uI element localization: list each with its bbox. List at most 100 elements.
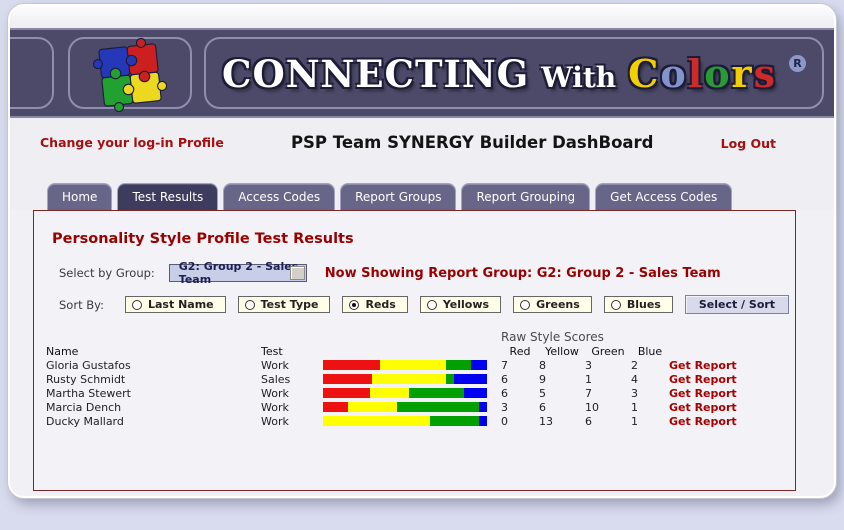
radio-button-icon[interactable] (244, 299, 255, 310)
test-cell: Work (261, 414, 289, 428)
bar-segment-green (408, 388, 464, 398)
bar-segment-green (396, 402, 479, 412)
sort-options-group: Last Name Test Type Reds Yellows Greens … (125, 296, 673, 313)
get-report-link[interactable]: Get Report (669, 400, 737, 414)
group-select-dropdown[interactable]: G2: Group 2 - Sales Team (168, 260, 307, 286)
blue-score-cell: 4 (631, 372, 638, 386)
test-cell: Work (261, 386, 289, 400)
radio-button-icon[interactable] (132, 299, 142, 310)
tab-report-groups[interactable]: Report Groups (340, 183, 457, 210)
now-showing-text: Now Showing Report Group: G2: Group 2 - … (324, 265, 721, 281)
tab-label: Test Results (132, 190, 204, 204)
sort-option-test-type[interactable]: Test Type (237, 296, 331, 313)
sort-option-yellows[interactable]: Yellows (419, 296, 502, 313)
puzzle-pieces-icon (92, 37, 168, 113)
red-score-cell: 7 (501, 358, 508, 372)
name-cell: Gloria Gustafos (46, 358, 131, 372)
sort-option-reds[interactable]: Reds (342, 296, 408, 313)
content-panel: Personality Style Profile Test Results S… (33, 210, 796, 491)
test-cell: Work (261, 358, 289, 372)
name-cell: Ducky Mallard (46, 414, 124, 428)
bar-segment-yellow (369, 388, 409, 398)
radio-button-icon[interactable] (520, 299, 531, 310)
sort-option-label: Yellows (442, 298, 490, 311)
name-cell: Marcia Dench (46, 400, 122, 414)
yellow-score-cell: 8 (539, 358, 546, 372)
tab-access-codes[interactable]: Access Codes (223, 183, 336, 210)
bar-segment-blue (478, 402, 487, 412)
tab-get-access-codes[interactable]: Get Access Codes (595, 183, 733, 210)
test-cell: Work (261, 400, 289, 414)
blue-column-header: Blue (637, 344, 663, 358)
top-bar: Change your log-in Profile PSP Team SYNE… (10, 118, 834, 166)
yellow-score-cell: 9 (539, 372, 546, 386)
green-score-cell: 6 (585, 414, 592, 428)
sort-option-label: Blues (626, 298, 661, 311)
yellow-score-cell: 13 (539, 414, 553, 428)
tab-label: Get Access Codes (610, 190, 718, 204)
tab-test-results[interactable]: Test Results (117, 183, 219, 210)
red-score-cell: 6 (501, 386, 508, 400)
bar-cell (323, 358, 501, 372)
sort-option-last-name[interactable]: Last Name (125, 296, 226, 313)
bar-segment-blue (454, 374, 487, 384)
bar-segment-yellow (372, 374, 446, 384)
style-score-bar (323, 360, 487, 370)
green-score-cell: 10 (585, 400, 599, 414)
brand-word-connecting: CONNECTING (222, 51, 530, 96)
logout-link[interactable]: Log Out (720, 135, 776, 151)
select-sort-button[interactable]: Select / Sort (684, 295, 790, 314)
bar-segment-green (445, 360, 471, 370)
green-score-cell: 3 (585, 358, 592, 372)
get-report-link[interactable]: Get Report (669, 372, 737, 386)
raw-style-scores-header: Raw Style Scores (501, 330, 604, 344)
test-cell: Sales (261, 372, 291, 386)
sort-option-greens[interactable]: Greens (513, 296, 592, 313)
green-column-header: Green (591, 344, 625, 358)
style-score-bar (323, 374, 487, 384)
bar-segment-red (323, 374, 373, 384)
name-cell: Rusty Schmidt (46, 372, 126, 386)
bar-cell (323, 400, 501, 414)
radio-button-icon[interactable] (349, 299, 360, 310)
table-row: Martha Stewert Work 6 5 7 3 Get Report (46, 386, 781, 400)
tab-report-grouping[interactable]: Report Grouping (461, 183, 591, 210)
table-row: Rusty Schmidt Sales 6 9 1 4 Get Report (46, 372, 781, 386)
registered-trademark-icon: R (788, 54, 806, 72)
radio-button-icon[interactable] (610, 299, 621, 310)
bar-cell (323, 414, 501, 428)
change-profile-link[interactable]: Change your log-in Profile (40, 134, 224, 150)
table-row: Gloria Gustafos Work 7 8 3 2 Get Report (46, 358, 781, 372)
red-score-cell: 6 (501, 372, 508, 386)
get-report-link[interactable]: Get Report (669, 386, 737, 400)
bar-segment-red (323, 360, 381, 370)
bar-cell (323, 386, 501, 400)
bar-segment-blue (470, 360, 487, 370)
bar-segment-blue (463, 388, 487, 398)
table-row: Marcia Dench Work 3 6 10 1 Get Report (46, 400, 781, 414)
brand-title-box: CONNECTING With Colors R (204, 37, 824, 109)
tab-bar: Home Test Results Access Codes Report Group… (10, 166, 834, 210)
brand-word-with: With (541, 60, 617, 94)
sort-option-label: Greens (536, 298, 580, 311)
group-select-value: G2: Group 2 - Sales Team (178, 260, 299, 286)
radio-button-icon[interactable] (426, 299, 437, 310)
yellow-column-header: Yellow (545, 344, 579, 358)
sort-by-label: Sort By: (59, 297, 104, 312)
bar-cell (323, 372, 501, 386)
window-top-strip (10, 6, 834, 28)
sort-option-label: Last Name (148, 298, 214, 311)
dropdown-arrow-button[interactable] (289, 266, 305, 280)
blue-score-cell: 3 (631, 386, 638, 400)
sort-option-blues[interactable]: Blues (603, 296, 673, 313)
dashboard-title: PSP Team SYNERGY Builder DashBoard (290, 132, 654, 152)
table-row: Ducky Mallard Work 0 13 6 1 Get Report (46, 414, 781, 428)
tab-label: Report Groups (355, 190, 442, 204)
get-report-link[interactable]: Get Report (669, 414, 737, 428)
get-report-link[interactable]: Get Report (669, 358, 737, 372)
tab-home[interactable]: Home (47, 183, 113, 210)
bar-segment-green (429, 416, 479, 426)
style-score-bar (323, 416, 487, 426)
tab-label: Report Grouping (476, 190, 576, 204)
sort-row: Sort By: Last Name Test Type Reds Yellow… (59, 295, 795, 314)
